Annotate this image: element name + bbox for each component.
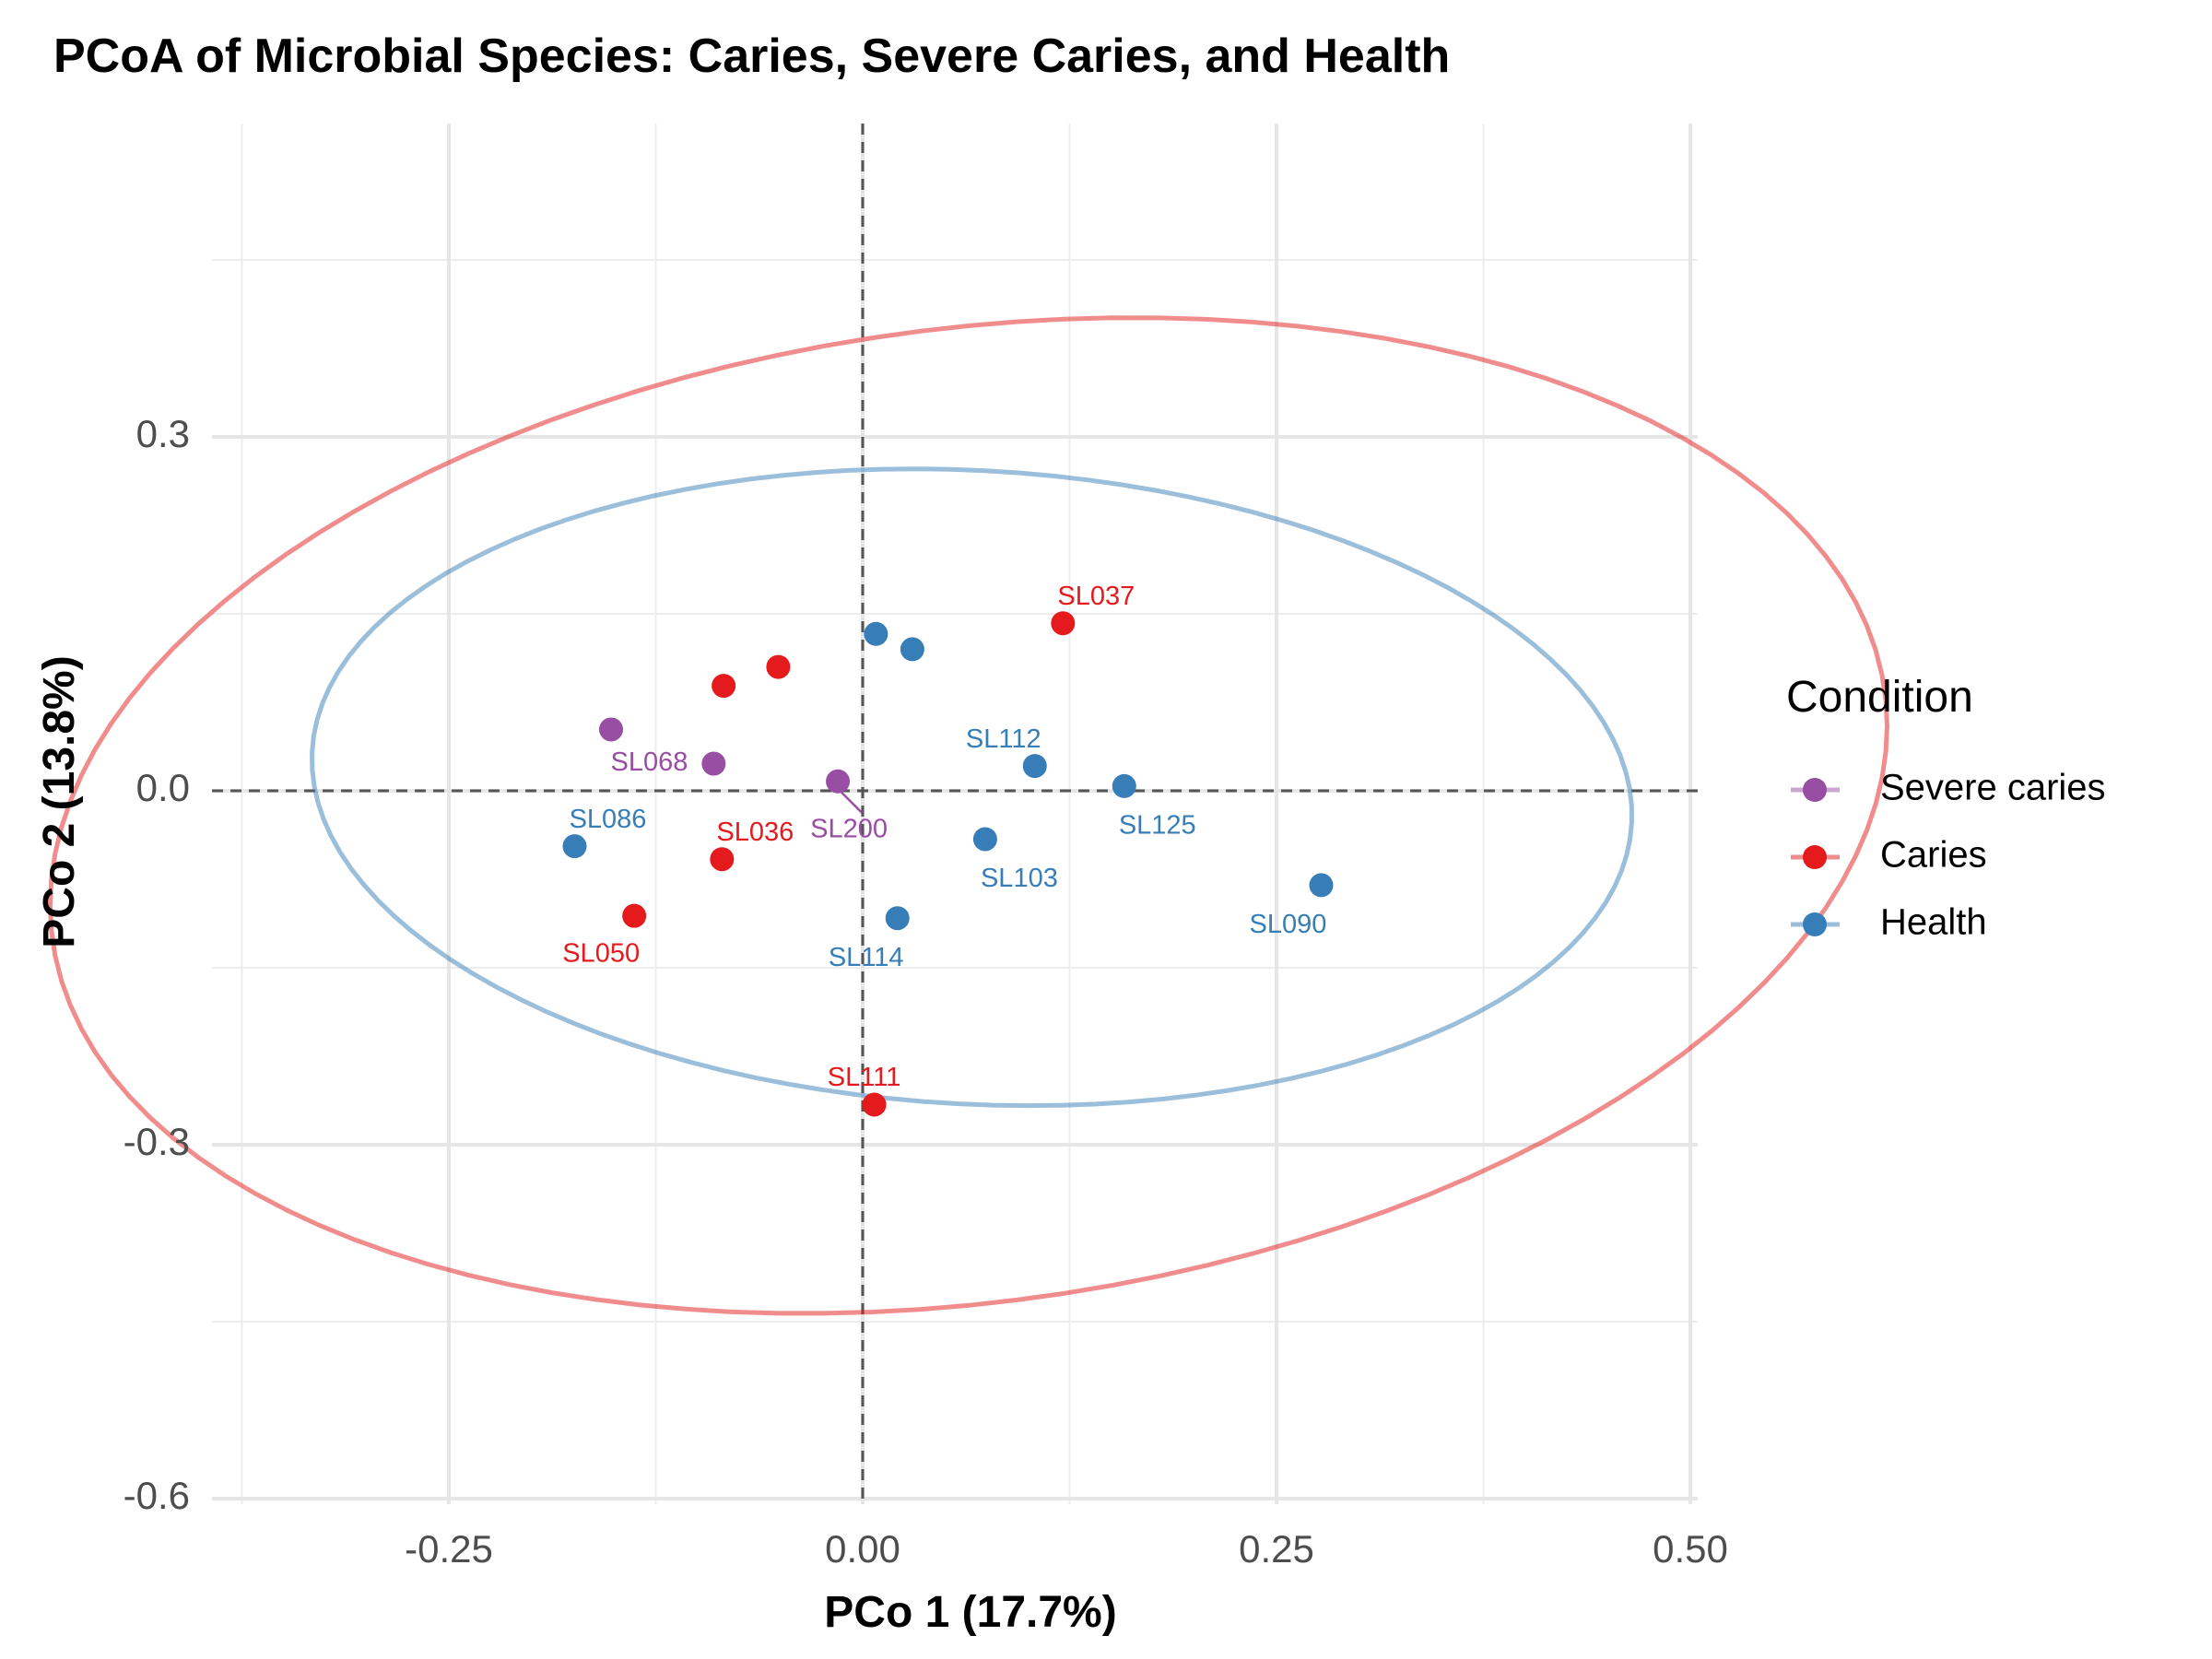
point-health — [562, 834, 587, 859]
y-tick-label: 0.0 — [136, 766, 190, 809]
x-tick-label: -0.25 — [405, 1527, 493, 1571]
legend-key-point — [1803, 912, 1827, 936]
x-tick-label: 0.00 — [825, 1527, 900, 1571]
point-health — [1022, 754, 1047, 779]
ellipse-caries — [47, 315, 1890, 1316]
x-tick-label: 0.50 — [1653, 1527, 1728, 1571]
point-severe-caries — [599, 717, 624, 742]
point-label: SL114 — [829, 943, 904, 972]
point-label: SL068 — [611, 747, 688, 777]
point-label: SL050 — [562, 938, 640, 968]
legend-label: Severe caries — [1880, 768, 2106, 808]
legend-items: Severe caries Caries Health — [1791, 768, 2106, 943]
point-caries — [622, 903, 647, 928]
point-label: SL036 — [716, 818, 794, 847]
legend-label: Caries — [1880, 835, 1987, 876]
point-health — [1112, 773, 1136, 798]
point-caries — [766, 654, 791, 679]
point-caries — [712, 674, 736, 699]
point-label: SL112 — [966, 724, 1041, 754]
legend-item-severe-caries: Severe caries — [1791, 768, 2106, 808]
point-severe-caries — [826, 769, 851, 794]
ellipse-health — [310, 466, 1635, 1109]
y-axis-title: PCo 2 (13.8%) — [35, 655, 84, 947]
legend: Condition Severe caries Caries Health — [1786, 673, 2106, 943]
legend-key-point — [1803, 845, 1827, 869]
label-leader-line — [841, 791, 863, 814]
grid — [212, 124, 1698, 1504]
legend-title: Condition — [1786, 673, 1973, 722]
point-label: SL111 — [828, 1063, 901, 1092]
point-health — [864, 621, 888, 646]
point-severe-caries — [701, 751, 726, 776]
y-tick-label: -0.6 — [124, 1474, 190, 1517]
legend-item-health: Health — [1791, 902, 1987, 943]
point-label: SL086 — [570, 805, 647, 834]
axis-ticks: -0.25 0.00 0.25 0.50 -0.6 -0.3 0.0 0.3 — [124, 412, 1728, 1571]
point-label: SL125 — [1119, 811, 1196, 841]
point-caries — [862, 1092, 887, 1117]
point-labels: SL068 SL200 SL037 SL036 SL050 SL111 SL112 SL125… — [562, 582, 1326, 1092]
x-tick-label: 0.25 — [1239, 1527, 1314, 1571]
x-axis-title: PCo 1 (17.7%) — [824, 1588, 1116, 1637]
legend-key-point — [1803, 778, 1827, 802]
point-caries — [710, 847, 735, 872]
point-health — [1309, 873, 1334, 898]
point-health — [972, 827, 997, 852]
legend-item-caries: Caries — [1791, 835, 1987, 876]
y-tick-label: 0.3 — [136, 412, 190, 455]
chart-title: PCoA of Microbial Species: Caries, Sever… — [53, 29, 1450, 83]
reference-lines — [212, 124, 1698, 1504]
point-label: SL200 — [810, 814, 888, 843]
y-tick-label: -0.3 — [124, 1120, 190, 1163]
confidence-ellipses — [47, 315, 1890, 1316]
point-health — [885, 906, 910, 931]
point-label: SL103 — [981, 864, 1058, 893]
point-caries — [1051, 611, 1076, 636]
data-points — [562, 611, 1334, 1117]
legend-label: Health — [1880, 902, 1987, 943]
point-label: SL037 — [1057, 582, 1135, 611]
point-label: SL090 — [1250, 910, 1327, 939]
point-health — [900, 637, 924, 662]
